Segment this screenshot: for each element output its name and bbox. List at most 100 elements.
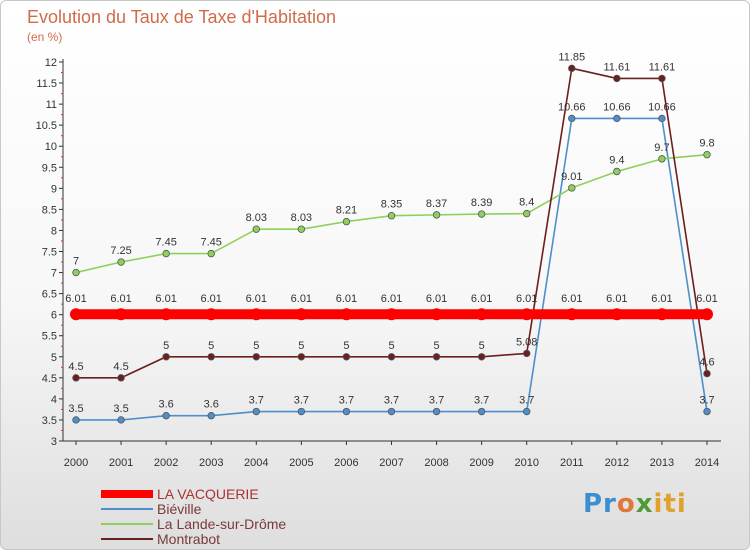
data-label: 5.08 [516, 336, 537, 348]
y-tick-label: 4 [51, 394, 57, 406]
x-tick-label: 2008 [424, 457, 448, 469]
data-point [703, 369, 711, 378]
data-label: 7 [73, 256, 79, 268]
data-label: 11.61 [603, 61, 630, 73]
series-line [75, 67, 708, 379]
legend-item: Biéville [101, 500, 286, 517]
x-tick-label: 2004 [244, 457, 268, 469]
data-point [387, 407, 396, 416]
data-label: 8.03 [246, 212, 267, 224]
y-tick-label: 6.5 [42, 289, 57, 301]
data-point [477, 353, 486, 361]
data-label: 5 [388, 340, 394, 352]
data-label: 6.01 [696, 293, 717, 305]
data-point [297, 353, 306, 361]
data-label: 6.01 [246, 293, 267, 305]
data-point [252, 225, 260, 233]
data-label: 4.6 [699, 357, 714, 369]
y-tick-label: 4.5 [42, 373, 57, 385]
data-label: 5 [434, 340, 440, 352]
y-tick-label: 10.5 [36, 120, 57, 132]
x-tick-label: 2013 [650, 457, 674, 469]
y-tick-label: 7 [51, 268, 57, 280]
data-point [658, 114, 666, 123]
y-tick-label: 7.5 [42, 247, 57, 259]
chart-title: Evolution du Taux de Taxe d'Habitation [27, 7, 336, 27]
data-point [297, 407, 306, 416]
data-point [117, 258, 125, 266]
data-label: 3.6 [204, 399, 219, 411]
data-label: 3.5 [113, 403, 128, 415]
data-point [523, 209, 531, 218]
data-point [475, 308, 488, 321]
data-point [252, 353, 260, 361]
data-label: 5 [208, 340, 214, 352]
data-label: 7.25 [110, 245, 131, 257]
data-label: 4.5 [113, 361, 128, 373]
data-label: 6.01 [110, 293, 131, 305]
data-label: 9.01 [561, 171, 582, 183]
legend-label: Biéville [157, 500, 202, 517]
unit-label: (en %) [27, 30, 63, 44]
data-point [342, 353, 351, 361]
y-tick-label: 10 [45, 141, 57, 153]
data-label: 6.01 [155, 293, 176, 305]
data-label: 9.7 [654, 142, 669, 154]
data-point [658, 155, 666, 163]
logo-part-3: x [635, 489, 654, 519]
logo-part-4: iti [653, 489, 687, 519]
x-tick-label: 2005 [289, 457, 313, 469]
x-tick-label: 2014 [695, 457, 719, 469]
legend: LA VACQUERIE Biéville La Lande-sur-Drôme Mo… [101, 486, 286, 547]
data-label: 3.7 [249, 395, 264, 407]
x-tick-label: 2010 [514, 457, 538, 469]
data-point [387, 353, 396, 361]
data-point [477, 407, 486, 416]
data-label: 6.01 [426, 293, 447, 305]
data-label: 8.21 [336, 205, 357, 217]
data-label: 3.7 [429, 395, 444, 407]
data-point [430, 308, 443, 321]
data-label: 6.01 [381, 293, 402, 305]
y-tick-label: 11.5 [36, 78, 57, 90]
data-point [477, 210, 486, 218]
data-point [568, 64, 576, 73]
y-tick-label: 8.5 [42, 204, 57, 216]
data-point [295, 308, 308, 321]
data-label: 6.01 [291, 293, 312, 305]
legend-swatch [101, 522, 153, 525]
data-point [70, 308, 82, 321]
y-tick-label: 3 [51, 436, 57, 448]
data-label: 8.39 [471, 197, 492, 209]
data-point [520, 308, 533, 321]
data-point [162, 249, 170, 258]
data-point [385, 308, 398, 321]
x-tick-label: 2002 [154, 457, 178, 469]
data-label: 3.7 [294, 395, 309, 407]
data-point [160, 308, 173, 321]
data-label: 6.01 [65, 293, 86, 305]
data-label: 3.7 [699, 395, 714, 407]
data-point [207, 249, 215, 258]
y-tick-label: 9 [51, 183, 57, 195]
data-label: 5 [479, 340, 485, 352]
proxiti-logo: Proxiti [583, 489, 687, 519]
x-tick-label: 2006 [334, 457, 358, 469]
data-label: 7.45 [201, 237, 222, 249]
data-label: 6.01 [336, 293, 357, 305]
data-point [658, 74, 666, 83]
x-tick-label: 2011 [560, 457, 584, 469]
data-label: 4.5 [68, 361, 83, 373]
data-point [568, 184, 576, 192]
data-point [610, 308, 623, 321]
data-label: 6.01 [201, 293, 222, 305]
x-tick-label: 2012 [605, 457, 629, 469]
data-label: 6.01 [606, 293, 627, 305]
data-label: 8.4 [519, 197, 534, 209]
data-label: 8.35 [381, 199, 402, 211]
data-label: 10.66 [648, 101, 676, 113]
data-point [613, 74, 621, 83]
data-label: 8.37 [426, 198, 447, 210]
y-tick-label: 5.5 [42, 331, 57, 343]
